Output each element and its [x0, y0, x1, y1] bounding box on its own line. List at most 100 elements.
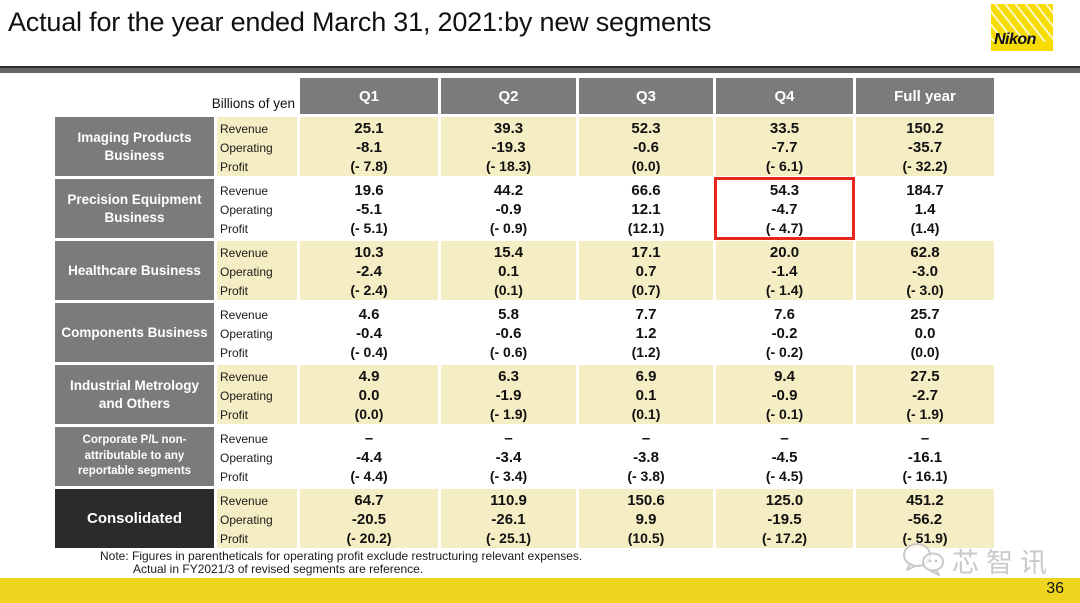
- revenue-value: 10.3: [354, 244, 384, 261]
- footnote-line-2: Actual in FY2021/3 of revised segments a…: [133, 562, 424, 576]
- operating-profit-value: -19.5: [767, 511, 802, 528]
- operating-row-label: Operating: [220, 141, 273, 155]
- revenue-value: 17.1: [631, 244, 661, 261]
- operating-row-label: Operating: [220, 203, 273, 217]
- revenue-value: 25.7: [910, 306, 940, 323]
- operating-profit-paren-value: (- 4.7): [765, 220, 804, 236]
- operating-profit-paren-value: (- 25.1): [485, 530, 532, 546]
- value-cell: 9.4 -0.9 (- 0.1): [716, 365, 853, 424]
- operating-profit-value: -4.7: [771, 201, 798, 218]
- revenue-value: 64.7: [354, 492, 384, 509]
- segment-label: Industrial Metrology and Others: [55, 365, 214, 424]
- row-labels: Revenue Operating Profit: [217, 427, 297, 486]
- operating-profit-value: -3.4: [495, 449, 522, 466]
- nikon-logo: Nikon: [991, 4, 1053, 51]
- value-cell: 66.6 12.1 (12.1): [579, 179, 713, 238]
- operating-profit-value: -5.1: [356, 201, 382, 218]
- operating-profit-paren-value: (- 3.0): [906, 282, 944, 298]
- value-cell: 7.7 1.2 (1.2): [579, 303, 713, 362]
- revenue-row-label: Revenue: [220, 246, 269, 260]
- operating-profit-value: -7.7: [771, 139, 798, 156]
- value-cell: 54.3 -4.7 (- 4.7): [714, 177, 855, 240]
- row-labels: Revenue Operating Profit: [217, 179, 297, 238]
- operating-profit-value: 0.1: [498, 263, 519, 280]
- value-cell: – -4.5 (- 4.5): [716, 427, 853, 486]
- operating-profit-paren-value: (1.4): [910, 220, 940, 236]
- operating-profit-value: -20.5: [351, 511, 387, 528]
- operating-profit-paren-value: (- 16.1): [902, 468, 948, 484]
- revenue-value: 150.2: [906, 120, 944, 137]
- value-cell: – -3.4 (- 3.4): [441, 427, 576, 486]
- operating-profit-paren-value: (- 7.8): [350, 158, 388, 174]
- operating-profit-paren-value: (0.1): [631, 406, 661, 422]
- value-cell: 25.1 -8.1 (- 7.8): [300, 117, 438, 176]
- operating-profit-value: 0.1: [635, 387, 657, 404]
- operating-profit-value: -2.4: [356, 263, 382, 280]
- revenue-value: 33.5: [769, 120, 800, 137]
- operating-profit-paren-value: (- 0.9): [489, 220, 528, 236]
- operating-profit-paren-value: (- 32.2): [902, 158, 948, 174]
- segment-label: Components Business: [55, 303, 214, 362]
- value-cell: 5.8 -0.6 (- 0.6): [441, 303, 576, 362]
- operating-profit-paren-value: (- 17.2): [761, 530, 808, 546]
- value-cell: 10.3 -2.4 (- 2.4): [300, 241, 438, 300]
- operating-profit-value: -0.6: [495, 325, 522, 342]
- value-cell: 110.9 -26.1 (- 25.1): [441, 489, 576, 548]
- operating-profit-paren-value: (0.1): [494, 282, 523, 298]
- operating-profit-value: -26.1: [491, 511, 526, 528]
- operating-profit-value: -8.1: [356, 139, 382, 156]
- revenue-value: 4.6: [358, 306, 380, 323]
- revenue-value: 6.9: [635, 368, 657, 385]
- operating-profit-paren-value: (0.0): [631, 158, 661, 174]
- page-title: Actual for the year ended March 31, 2021…: [8, 7, 712, 37]
- operating-profit-value: 0.7: [635, 263, 657, 280]
- revenue-value: 62.8: [910, 244, 940, 261]
- footer-bar: 36: [0, 578, 1080, 603]
- revenue-value: 20.0: [769, 244, 800, 261]
- operating-profit-value: 0.0: [358, 387, 380, 404]
- profit-row-label: Profit: [220, 222, 249, 236]
- operating-profit-value: -3.8: [633, 449, 659, 466]
- value-cell: 44.2 -0.9 (- 0.9): [441, 179, 576, 238]
- operating-profit-paren-value: (- 0.2): [765, 344, 804, 360]
- revenue-value: 54.3: [769, 182, 800, 199]
- operating-profit-paren-value: (- 0.4): [350, 344, 388, 360]
- operating-profit-paren-value: (0.0): [354, 406, 384, 422]
- operating-profit-paren-value: (10.5): [627, 530, 665, 546]
- revenue-value: 150.6: [627, 492, 665, 509]
- value-cell: 7.6 -0.2 (- 0.2): [716, 303, 853, 362]
- value-cell: 39.3 -19.3 (- 18.3): [441, 117, 576, 176]
- operating-profit-value: 0.0: [914, 325, 936, 342]
- value-cell: 4.9 0.0 (0.0): [300, 365, 438, 424]
- profit-row-label: Profit: [220, 284, 249, 298]
- profit-row-label: Profit: [220, 470, 249, 484]
- operating-profit-value: 1.4: [914, 201, 936, 218]
- operating-profit-value: -35.7: [907, 139, 943, 156]
- operating-profit-paren-value: (0.0): [910, 344, 940, 360]
- operating-profit-value: -1.4: [771, 263, 798, 280]
- operating-profit-value: -0.9: [495, 201, 522, 218]
- operating-row-label: Operating: [220, 389, 273, 403]
- revenue-value: 15.4: [493, 244, 524, 261]
- operating-profit-value: -2.7: [912, 387, 938, 404]
- operating-profit-paren-value: (- 6.1): [765, 158, 804, 174]
- value-cell: 33.5 -7.7 (- 6.1): [716, 117, 853, 176]
- profit-row-label: Profit: [220, 532, 249, 546]
- value-cell: 25.7 0.0 (0.0): [856, 303, 994, 362]
- revenue-row-label: Revenue: [220, 432, 269, 446]
- watermark: 芯智讯: [900, 540, 1054, 580]
- value-cell: 20.0 -1.4 (- 1.4): [716, 241, 853, 300]
- operating-profit-paren-value: (- 1.4): [765, 282, 804, 298]
- operating-row-label: Operating: [220, 451, 273, 465]
- operating-profit-value: 9.9: [635, 511, 657, 528]
- segment-label: Precision Equipment Business: [55, 179, 214, 238]
- col-header-q2: Q2: [441, 78, 576, 114]
- revenue-value: –: [504, 430, 513, 447]
- value-cell: 27.5 -2.7 (- 1.9): [856, 365, 994, 424]
- operating-profit-paren-value: (0.7): [631, 282, 661, 298]
- operating-profit-value: -0.6: [633, 139, 659, 156]
- col-header-full-year: Full year: [856, 78, 994, 114]
- revenue-value: 6.3: [498, 368, 519, 385]
- operating-profit-value: -4.4: [356, 449, 382, 466]
- operating-profit-paren-value: (12.1): [627, 220, 665, 236]
